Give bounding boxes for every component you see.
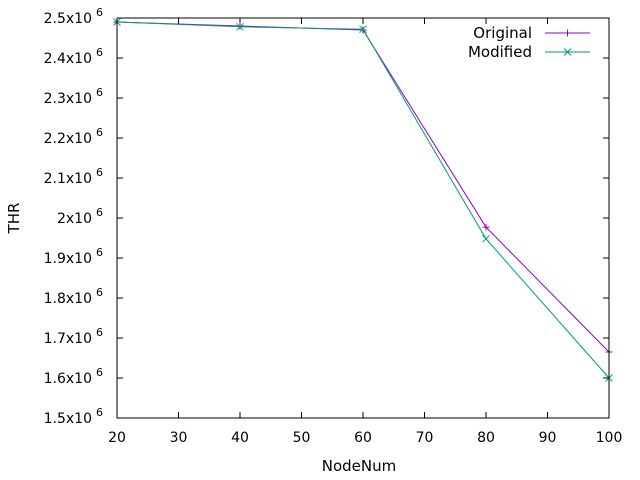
y-tick-label: 2.4x10 6: [44, 46, 103, 67]
tick-marks: [116, 17, 610, 419]
y-tick-label: 2.5x10 6: [44, 6, 103, 27]
cross-marker: [359, 25, 367, 34]
series-original: [113, 18, 613, 356]
y-tick-label: 1.7x10 6: [44, 326, 103, 347]
cross-marker: [236, 22, 244, 31]
series-modified: [113, 18, 613, 382]
series-line-modified: [116, 21, 610, 379]
legend-label: Modified: [468, 43, 532, 61]
y-axis-label: THR: [5, 203, 23, 235]
x-tick-label: 50: [293, 430, 311, 446]
y-tick-label: 1.5x10 6: [44, 406, 103, 427]
x-tick-label: 70: [416, 430, 434, 446]
legend-item-modified: Modified: [468, 43, 590, 61]
y-tick-label: 1.8x10 6: [44, 286, 103, 307]
x-tick-label: 20: [108, 430, 126, 446]
y-tick-labels: 1.5x10 6 1.6x10 6 1.7x10 6 1.8x10 6 1.9x10 6 2x10 6…: [44, 6, 103, 427]
y-tick-label: 1.6x10 6: [44, 366, 103, 387]
x-tick-label: 80: [477, 430, 495, 446]
legend-label: Original: [473, 24, 532, 42]
y-tick-label: 2.2x10 6: [44, 126, 103, 147]
plus-marker: [482, 223, 490, 231]
cross-marker: [482, 234, 490, 243]
x-tick-label: 30: [170, 430, 188, 446]
y-tick-label: 2x10 6: [57, 206, 103, 227]
x-axis-label: NodeNum: [322, 457, 397, 475]
series-line-original: [116, 21, 610, 353]
plus-marker: [236, 22, 244, 30]
x-tick-labels: 20 30 40 50 60 70 80 90 100: [108, 430, 622, 446]
legend-item-original: Original: [473, 24, 590, 42]
cross-marker: [563, 48, 572, 56]
y-tick-label: 2.3x10 6: [44, 86, 103, 107]
plot-border: [116, 17, 610, 419]
x-tick-label: 40: [231, 430, 249, 446]
y-tick-label: 1.9x10 6: [44, 246, 103, 267]
x-tick-label: 90: [539, 430, 557, 446]
x-tick-label: 60: [354, 430, 372, 446]
plus-marker: [564, 29, 571, 37]
x-tick-label: 100: [596, 430, 623, 446]
series-group: [113, 18, 613, 382]
y-tick-label: 2.1x10 6: [44, 166, 103, 187]
